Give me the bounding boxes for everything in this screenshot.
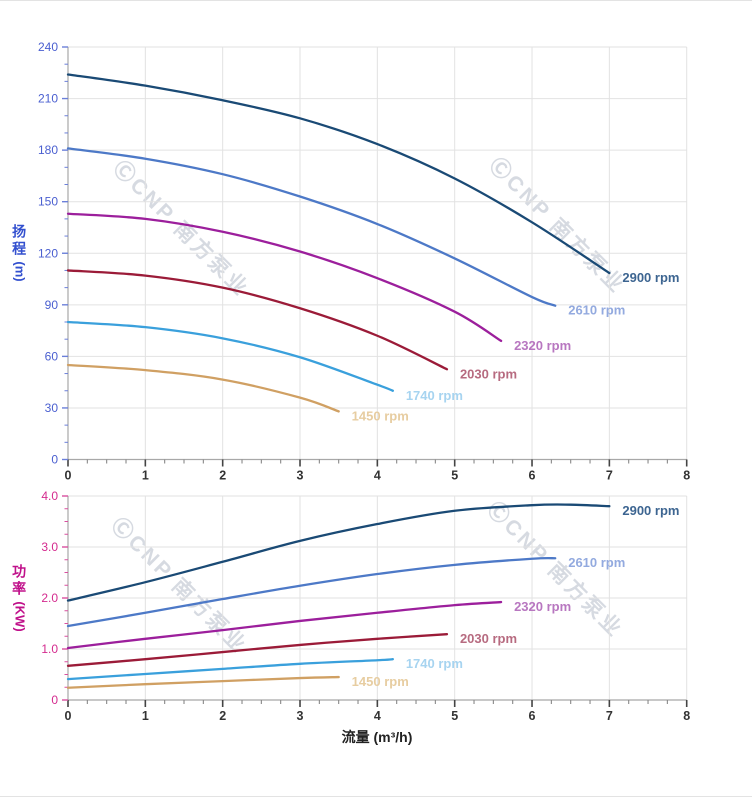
x-tick-label: 7 <box>606 469 613 483</box>
x-tick-label: 4 <box>374 469 381 483</box>
y-tick-label: 1.0 <box>41 642 58 656</box>
power-series-label-2900-rpm: 2900 rpm <box>622 503 679 518</box>
power-y-axis-title: 功率 (KW) <box>11 564 27 631</box>
head-series-label-2900-rpm: 2900 rpm <box>622 270 679 285</box>
x-tick-label: 3 <box>297 469 304 483</box>
power-y-axis-title-text: 功率 <box>11 564 28 599</box>
head-series-label-2610-rpm: 2610 rpm <box>568 303 625 318</box>
x-tick-label: 0 <box>65 709 72 723</box>
x-tick-label: 4 <box>374 709 381 723</box>
y-tick-label: 60 <box>45 349 59 363</box>
x-tick-label: 8 <box>683 709 690 723</box>
power-series-label-1740-rpm: 1740 rpm <box>406 656 463 671</box>
head-curve-2030-rpm <box>66 269 449 371</box>
y-tick-label: 210 <box>38 92 58 106</box>
power-curve-2030-rpm <box>66 633 449 667</box>
x-tick-label: 6 <box>529 709 536 723</box>
head-curve-1740-rpm <box>66 320 394 392</box>
y-tick-label: 30 <box>45 401 59 415</box>
power-series-label-2320-rpm: 2320 rpm <box>514 599 571 614</box>
head-series-label-2030-rpm: 2030 rpm <box>460 366 517 381</box>
y-tick-label: 4.0 <box>41 489 58 503</box>
power-series-label-1450-rpm: 1450 rpm <box>352 674 409 689</box>
x-tick-label: 2 <box>219 469 226 483</box>
head-series-label-1740-rpm: 1740 rpm <box>406 388 463 403</box>
head-curve-2900-rpm <box>66 73 611 275</box>
y-tick-label: 0 <box>51 693 58 707</box>
head-curve-2320-rpm <box>66 212 503 343</box>
x-tick-label: 1 <box>142 709 149 723</box>
power-curve-1450-rpm <box>66 675 340 689</box>
head-y-axis-title: 扬程 (m) <box>11 224 27 281</box>
power-series-label-2030-rpm: 2030 rpm <box>460 631 517 646</box>
power-y-axis-unit: (KW) <box>12 601 28 632</box>
x-tick-label: 1 <box>142 469 149 483</box>
y-tick-label: 2.0 <box>41 591 58 605</box>
y-tick-label: 150 <box>38 195 58 209</box>
x-tick-label: 5 <box>451 469 458 483</box>
x-axis-title: 流量 (m³/h) <box>341 729 413 745</box>
power-curve-1740-rpm <box>66 658 394 681</box>
y-tick-label: 0 <box>51 453 58 467</box>
x-tick-label: 8 <box>683 469 690 483</box>
x-tick-label: 7 <box>606 709 613 723</box>
x-tick-label: 3 <box>297 709 304 723</box>
power-curve-2900-rpm <box>66 503 611 602</box>
x-tick-label: 5 <box>451 709 458 723</box>
head-series-label-2320-rpm: 2320 rpm <box>514 338 571 353</box>
head-curve-1450-rpm <box>66 363 340 413</box>
power-series-label-2610-rpm: 2610 rpm <box>568 555 625 570</box>
head-curve-2610-rpm <box>66 147 557 307</box>
head-chart: 0 1 2 3 4 5 6 7 8 0 30 60 90 120 150 180 210 240 2900 rpm 2… <box>38 40 690 483</box>
power-curve-2320-rpm <box>66 600 503 650</box>
power-curve-2610-rpm <box>66 556 557 628</box>
x-tick-label: 0 <box>65 469 72 483</box>
head-y-axis-title-text: 扬程 <box>11 224 28 259</box>
head-series-label-1450-rpm: 1450 rpm <box>352 408 409 423</box>
y-tick-label: 90 <box>45 298 59 312</box>
x-tick-label: 6 <box>529 469 536 483</box>
power-chart: 0 1 2 3 4 5 6 7 8 0 1.0 2.0 3.0 4.0 2900 rpm 2610 rpm 23… <box>41 489 690 723</box>
y-tick-label: 3.0 <box>41 540 58 554</box>
head-y-axis-unit: (m) <box>12 261 28 282</box>
y-tick-label: 180 <box>38 143 58 157</box>
y-tick-label: 120 <box>38 246 58 260</box>
y-tick-label: 240 <box>38 40 58 54</box>
x-tick-label: 2 <box>219 709 226 723</box>
